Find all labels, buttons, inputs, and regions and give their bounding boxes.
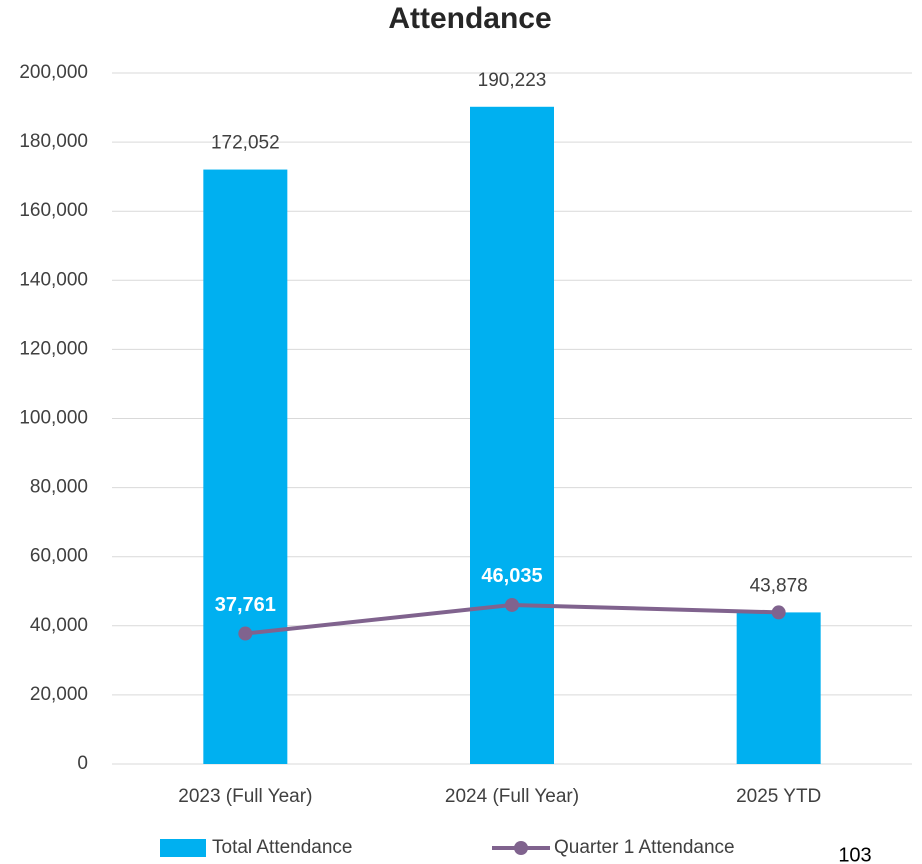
line-marker	[771, 605, 786, 620]
bar-value-label: 190,223	[478, 70, 547, 91]
y-tick-label: 60,000	[30, 546, 88, 567]
y-tick-label: 120,000	[19, 338, 88, 359]
bar	[203, 169, 288, 765]
x-tick-label: 2023 (Full Year)	[178, 786, 312, 807]
y-tick-label: 20,000	[30, 684, 88, 705]
legend-swatch	[160, 839, 206, 857]
y-tick-label: 100,000	[19, 408, 88, 429]
line-value-label: 37,761	[215, 594, 276, 616]
legend-marker	[514, 841, 528, 855]
y-tick-label: 40,000	[30, 615, 88, 636]
bar	[470, 106, 554, 764]
y-tick-label: 160,000	[19, 200, 88, 221]
legend-label: Quarter 1 Attendance	[554, 837, 735, 858]
x-tick-label: 2024 (Full Year)	[445, 786, 579, 807]
y-tick-label: 0	[77, 753, 88, 774]
chart-title: Attendance	[388, 2, 551, 35]
bar-value-label: 43,878	[750, 575, 808, 596]
y-tick-label: 200,000	[19, 62, 88, 83]
legend-label: Total Attendance	[212, 837, 353, 858]
line-value-label: 46,035	[481, 565, 542, 587]
y-tick-label: 180,000	[19, 131, 88, 152]
bar	[736, 612, 821, 764]
y-tick-label: 140,000	[19, 269, 88, 290]
y-tick-label: 80,000	[30, 477, 88, 498]
line-marker	[505, 597, 519, 612]
line-marker	[238, 626, 253, 641]
x-tick-label: 2025 YTD	[736, 786, 821, 807]
bar-value-label: 172,052	[211, 133, 280, 154]
page-number: 103	[838, 844, 871, 864]
